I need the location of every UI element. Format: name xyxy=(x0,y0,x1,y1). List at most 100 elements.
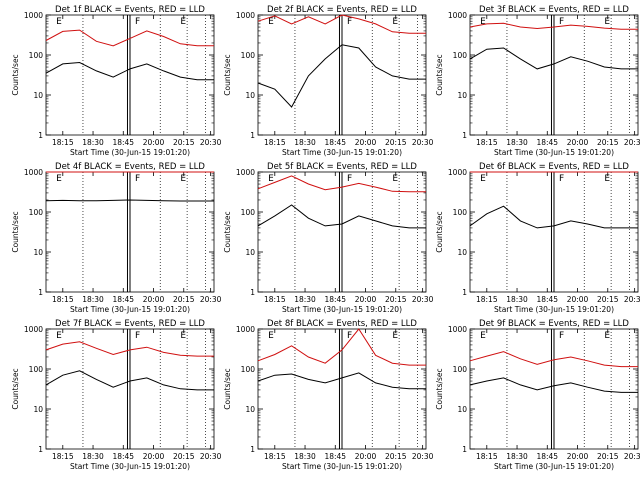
x-tick-label: 20:30 xyxy=(200,138,222,147)
x-tick-label: 20:30 xyxy=(412,295,434,304)
events-series-line xyxy=(469,205,638,229)
y-tick-label: 100 xyxy=(29,365,44,374)
panel-det-3f: Det 3f BLACK = Events, RED = LLD 1 10 100 10… xyxy=(435,5,640,157)
x-tick-label: 18:15 xyxy=(264,452,286,461)
x-axis-label: Start Time (30-Jun-15 19:01:20) xyxy=(282,305,402,314)
y-tick-label: 1 xyxy=(250,288,255,297)
x-tick-label: 20:30 xyxy=(624,138,640,147)
y-tick-label: 1 xyxy=(250,445,255,454)
events-series-line xyxy=(469,377,638,393)
x-tick-label: 20:00 xyxy=(567,138,589,147)
y-tick-label: 1000 xyxy=(448,325,467,334)
marker-letter: F xyxy=(135,331,140,341)
x-tick-label: 20:30 xyxy=(412,138,434,147)
x-tick-label: 20:00 xyxy=(355,295,377,304)
y-tick-label: 10 xyxy=(457,91,467,100)
panel-det-4f: Det 4f BLACK = Events, RED = LLD 1 10 100 10… xyxy=(11,162,222,314)
x-tick-label: 18:45 xyxy=(324,138,346,147)
panel-det-2f: Det 2f BLACK = Events, RED = LLD 1 10 100 10… xyxy=(223,5,434,157)
x-axis-label: Start Time (30-Jun-15 19:01:20) xyxy=(70,462,190,471)
y-tick-label: 1000 xyxy=(236,325,255,334)
marker-letter: E xyxy=(604,331,610,341)
x-tick-label: 18:45 xyxy=(112,452,134,461)
x-tick-label: 18:15 xyxy=(476,452,498,461)
lld-series-line xyxy=(45,341,214,357)
y-tick-label: 10 xyxy=(245,405,255,414)
x-tick-label: 20:15 xyxy=(173,452,195,461)
y-tick-label: 10 xyxy=(245,248,255,257)
y-tick-label: 1000 xyxy=(236,11,255,20)
y-tick-label: 10 xyxy=(33,248,43,257)
marker-letter: E xyxy=(480,331,486,341)
y-tick-label: 1000 xyxy=(448,11,467,20)
x-tick-label: 18:15 xyxy=(52,295,74,304)
marker-letter: E xyxy=(268,174,274,184)
panel-title: Det 5f BLACK = Events, RED = LLD xyxy=(267,162,417,172)
x-axis-label: Start Time (30-Jun-15 19:01:20) xyxy=(282,148,402,157)
panel-det-6f: Det 6f BLACK = Events, RED = LLD 1 10 100 10… xyxy=(435,162,640,314)
y-tick-label: 100 xyxy=(453,208,468,217)
x-tick-label: 20:15 xyxy=(385,295,407,304)
y-tick-label: 1 xyxy=(38,445,43,454)
x-tick-label: 18:30 xyxy=(82,452,104,461)
y-tick-label: 1000 xyxy=(448,168,467,177)
x-tick-label: 20:00 xyxy=(143,295,165,304)
x-tick-label: 20:15 xyxy=(173,295,195,304)
events-series-line xyxy=(45,370,214,391)
x-tick-label: 18:30 xyxy=(82,295,104,304)
y-tick-label: 100 xyxy=(241,51,256,60)
marker-letter: E xyxy=(180,331,186,341)
y-axis-label: Counts/sec xyxy=(11,54,20,95)
marker-letter: E xyxy=(480,17,486,27)
y-axis-label: Counts/sec xyxy=(223,211,232,252)
marker-letter: F xyxy=(559,331,564,341)
panel-title: Det 9f BLACK = Events, RED = LLD xyxy=(479,319,629,329)
marker-letter: E xyxy=(56,17,62,27)
lld-series-line xyxy=(45,29,214,47)
marker-letter: E xyxy=(268,17,274,27)
lld-series-line xyxy=(469,22,638,30)
marker-letter: E xyxy=(56,174,62,184)
x-tick-label: 20:15 xyxy=(173,138,195,147)
marker-letter: E xyxy=(480,174,486,184)
panel-det-8f: Det 8f BLACK = Events, RED = LLD 1 10 100 10… xyxy=(223,319,434,471)
x-tick-label: 18:45 xyxy=(324,295,346,304)
panel-title: Det 2f BLACK = Events, RED = LLD xyxy=(267,5,417,15)
y-axis-label: Counts/sec xyxy=(435,54,444,95)
x-axis-label: Start Time (30-Jun-15 19:01:20) xyxy=(494,305,614,314)
marker-letter: E xyxy=(180,17,186,27)
lld-series-line xyxy=(257,175,426,193)
y-tick-label: 1000 xyxy=(24,325,43,334)
marker-letter: E xyxy=(392,331,398,341)
panel-title: Det 3f BLACK = Events, RED = LLD xyxy=(479,5,629,15)
x-tick-label: 20:15 xyxy=(597,295,619,304)
events-series-line xyxy=(45,61,214,81)
y-tick-label: 100 xyxy=(29,51,44,60)
y-axis-label: Counts/sec xyxy=(435,211,444,252)
events-series-line xyxy=(257,44,426,108)
marker-letter: E xyxy=(392,174,398,184)
y-axis-label: Counts/sec xyxy=(223,368,232,409)
panel-det-9f: Det 9f BLACK = Events, RED = LLD 1 10 100 10… xyxy=(435,319,640,471)
x-tick-label: 20:15 xyxy=(385,452,407,461)
y-tick-label: 10 xyxy=(33,405,43,414)
panel-title: Det 8f BLACK = Events, RED = LLD xyxy=(267,319,417,329)
y-tick-label: 1 xyxy=(38,131,43,140)
panel-title: Det 7f BLACK = Events, RED = LLD xyxy=(55,319,205,329)
x-tick-label: 20:15 xyxy=(597,452,619,461)
y-tick-label: 10 xyxy=(245,91,255,100)
y-tick-label: 1 xyxy=(250,131,255,140)
x-tick-label: 20:30 xyxy=(624,452,640,461)
y-tick-label: 1 xyxy=(462,288,467,297)
x-tick-label: 20:00 xyxy=(355,138,377,147)
events-series-line xyxy=(257,204,426,229)
x-tick-label: 18:45 xyxy=(324,452,346,461)
marker-letter: E xyxy=(180,174,186,184)
x-tick-label: 18:15 xyxy=(52,452,74,461)
x-tick-label: 20:15 xyxy=(597,138,619,147)
x-tick-label: 18:30 xyxy=(294,452,316,461)
y-tick-label: 100 xyxy=(453,365,468,374)
x-axis-label: Start Time (30-Jun-15 19:01:20) xyxy=(70,305,190,314)
x-tick-label: 18:15 xyxy=(52,138,74,147)
